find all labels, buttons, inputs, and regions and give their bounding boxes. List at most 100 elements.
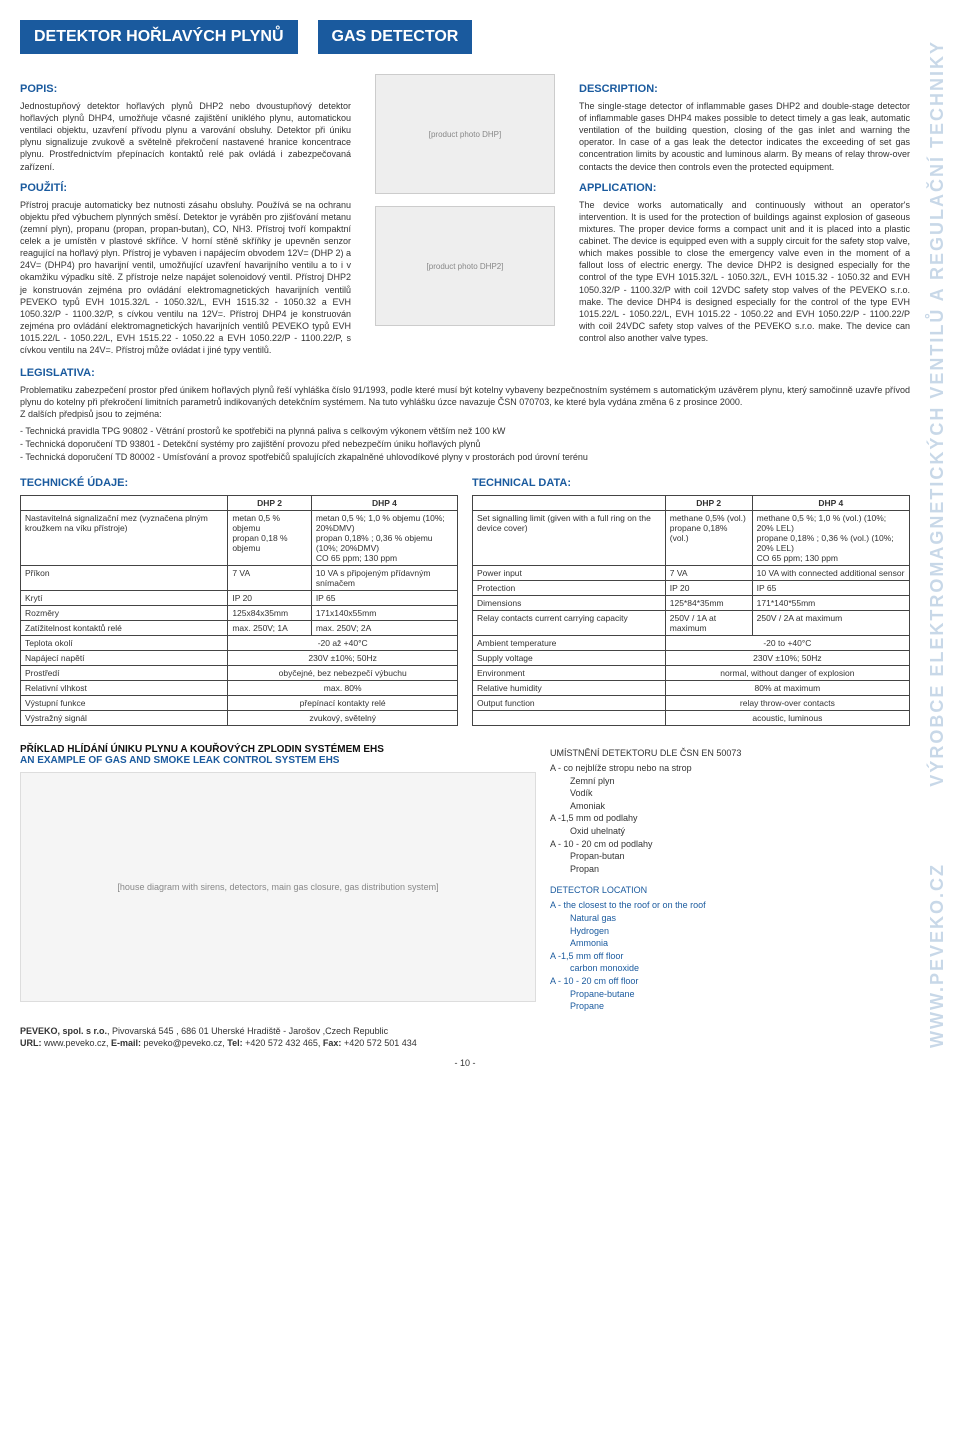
table-cell: 171x140x55mm — [311, 606, 457, 621]
leg-p1: Problematiku zabezpečení prostor před ún… — [20, 384, 910, 408]
table-cell: 10 VA s připojeným přídavným snímačem — [311, 566, 457, 591]
tech-cz-title: TECHNICKÉ ÚDAJE: — [20, 477, 458, 489]
table-cell: normal, without danger of explosion — [665, 666, 909, 681]
footer-tel: +420 572 432 465, — [243, 1038, 323, 1048]
table-cell: IP 65 — [311, 591, 457, 606]
loc-line: Propane — [550, 1000, 910, 1013]
table-cell: 125*84*35mm — [665, 596, 752, 611]
loc-line: A - 10 - 20 cm off floor — [550, 975, 910, 988]
table-cell: Ambient temperature — [473, 636, 666, 651]
table-cell: 250V / 1A at maximum — [665, 611, 752, 636]
tech-en-title: TECHNICAL DATA: — [472, 477, 910, 489]
table-en: TECHNICAL DATA: DHP 2DHP 4 Set signallin… — [472, 477, 910, 726]
example-left: PŘÍKLAD HLÍDÁNÍ ÚNIKU PLYNU A KOUŘOVÝCH … — [20, 744, 536, 1013]
loc-line: A -1,5 mm off floor — [550, 950, 910, 963]
th: DHP 2 — [228, 496, 311, 511]
loc-line: Natural gas — [550, 912, 910, 925]
loc-title-cz: UMÍSTNĚNÍ DETEKTORU DLE ČSN EN 50073 — [550, 748, 910, 758]
col-en: DESCRIPTION: The single-stage detector o… — [579, 74, 910, 356]
table-cell: 230V ±10%; 50Hz — [228, 651, 458, 666]
table-cell: methane 0,5 %; 1,0 % (vol.) (10%; 20% LE… — [752, 511, 909, 566]
table-cell: 10 VA with connected additional sensor — [752, 566, 909, 581]
leg-p2: Z dalších předpisů jsou to zejména: — [20, 408, 910, 420]
table-cell: Dimensions — [473, 596, 666, 611]
footer-email-lbl: E-mail: — [111, 1038, 141, 1048]
loc-cz: A - co nejblíže stropu nebo na stropZemn… — [550, 762, 910, 875]
table-cell: Protection — [473, 581, 666, 596]
table-cell: 7 VA — [228, 566, 311, 591]
table-cell: acoustic, luminous — [665, 711, 909, 726]
page-number: - 10 - — [20, 1058, 910, 1068]
table-cell: Relay contacts current carrying capacity — [473, 611, 666, 636]
table-cell: Výstupní funkce — [21, 696, 228, 711]
table-cell: 125x84x35mm — [228, 606, 311, 621]
leg-item: - Technická pravidla TPG 90802 - Větrání… — [20, 425, 910, 437]
table-cell: Napájecí napětí — [21, 651, 228, 666]
th: DHP 4 — [311, 496, 457, 511]
table-cell: IP 20 — [665, 581, 752, 596]
loc-line: A - 10 - 20 cm od podlahy — [550, 838, 910, 851]
title-cz: DETEKTOR HOŘLAVÝCH PLYNŮ — [20, 20, 298, 54]
footer-addr: , Pivovarská 545 , 686 01 Uherské Hradiš… — [107, 1026, 388, 1036]
table-cell: metan 0,5 % objemu propan 0,18 % objemu — [228, 511, 311, 566]
desc-text: The single-stage detector of inflammable… — [579, 100, 910, 173]
loc-title-en: DETECTOR LOCATION — [550, 885, 910, 895]
table-cz: TECHNICKÉ ÚDAJE: DHP 2DHP 4 Nastavitelná… — [20, 477, 458, 726]
loc-line: Ammonia — [550, 937, 910, 950]
loc-line: Zemní plyn — [550, 775, 910, 788]
app-title: APPLICATION: — [579, 181, 910, 196]
example-section: PŘÍKLAD HLÍDÁNÍ ÚNIKU PLYNU A KOUŘOVÝCH … — [20, 744, 910, 1013]
col-cz: POPIS: Jednostupňový detektor hořlavých … — [20, 74, 351, 356]
side-bottom: WWW.PEVEKO.CZ — [927, 863, 948, 1048]
table-cell: Relative humidity — [473, 681, 666, 696]
side-vertical-text: VÝROBCE ELEKTROMAGNETICKÝCH VENTILŮ A RE… — [922, 40, 952, 1048]
table-cell: max. 80% — [228, 681, 458, 696]
table-cell — [473, 711, 666, 726]
table-cell: přepínací kontakty relé — [228, 696, 458, 711]
table-cell: IP 65 — [752, 581, 909, 596]
loc-line: Amoniak — [550, 800, 910, 813]
table-cell: Výstražný signál — [21, 711, 228, 726]
table-cell: Output function — [473, 696, 666, 711]
tech-en-table: DHP 2DHP 4 Set signalling limit (given w… — [472, 495, 910, 726]
popis-text: Jednostupňový detektor hořlavých plynů D… — [20, 100, 351, 173]
loc-line: A - the closest to the roof or on the ro… — [550, 899, 910, 912]
loc-line: Hydrogen — [550, 925, 910, 938]
footer-company: PEVEKO, spol. s r.o. — [20, 1026, 107, 1036]
table-cell: -20 to +40°C — [665, 636, 909, 651]
popis-title: POPIS: — [20, 82, 351, 97]
ex-title-cz: PŘÍKLAD HLÍDÁNÍ ÚNIKU PLYNU A KOUŘOVÝCH … — [20, 744, 384, 755]
th: DHP 4 — [752, 496, 909, 511]
footer-url: www.peveko.cz, — [42, 1038, 112, 1048]
desc-title: DESCRIPTION: — [579, 82, 910, 97]
leg-item: - Technická doporučení TD 93801 - Detekč… — [20, 438, 910, 450]
pouziti-title: POUŽITÍ: — [20, 181, 351, 196]
table-cell: Set signalling limit (given with a full … — [473, 511, 666, 566]
leg-list: - Technická pravidla TPG 90802 - Větrání… — [20, 425, 910, 463]
side-top: VÝROBCE ELEKTROMAGNETICKÝCH VENTILŮ A RE… — [927, 40, 948, 787]
th: DHP 2 — [665, 496, 752, 511]
table-cell: Power input — [473, 566, 666, 581]
table-cell: Krytí — [21, 591, 228, 606]
app-text: The device works automatically and conti… — [579, 199, 910, 345]
table-cell: Příkon — [21, 566, 228, 591]
example-title: PŘÍKLAD HLÍDÁNÍ ÚNIKU PLYNU A KOUŘOVÝCH … — [20, 744, 536, 766]
table-cell: Zatížitelnost kontaktů relé — [21, 621, 228, 636]
table-cell: 230V ±10%; 50Hz — [665, 651, 909, 666]
table-cell: obyčejné, bez nebezpečí výbuchu — [228, 666, 458, 681]
title-en: GAS DETECTOR — [318, 20, 473, 54]
table-cell: IP 20 — [228, 591, 311, 606]
table-cell: -20 až +40°C — [228, 636, 458, 651]
header-row: DETEKTOR HOŘLAVÝCH PLYNŮ GAS DETECTOR — [20, 20, 910, 54]
table-cell: 80% at maximum — [665, 681, 909, 696]
location-block: UMÍSTNĚNÍ DETEKTORU DLE ČSN EN 50073 A -… — [550, 744, 910, 1013]
product-img-1: [product photo DHP] — [375, 74, 555, 194]
leg-item: - Technická doporučení TD 80002 - Umísťo… — [20, 451, 910, 463]
table-cell: metan 0,5 %; 1,0 % objemu (10%; 20%DMV) … — [311, 511, 457, 566]
table-cell: Supply voltage — [473, 651, 666, 666]
loc-line: Propan-butan — [550, 850, 910, 863]
table-cell: Nastavitelná signalizační mez (vyznačena… — [21, 511, 228, 566]
loc-line: A - co nejblíže stropu nebo na strop — [550, 762, 910, 775]
tables-row: TECHNICKÉ ÚDAJE: DHP 2DHP 4 Nastavitelná… — [20, 477, 910, 726]
table-cell: Teplota okolí — [21, 636, 228, 651]
